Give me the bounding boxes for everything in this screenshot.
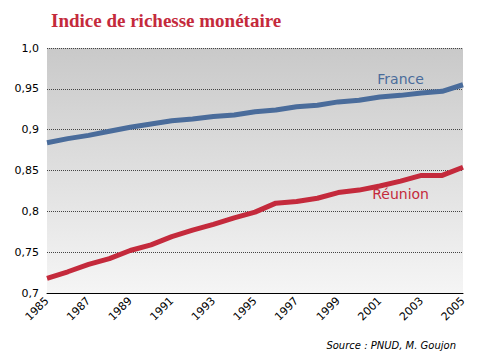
svg-text:1999: 1999 [314,294,343,323]
svg-text:1989: 1989 [106,294,135,323]
svg-text:2003: 2003 [397,294,426,323]
svg-text:Indice de richesse monétaire: Indice de richesse monétaire [51,10,281,31]
svg-text:Réunion: Réunion [372,186,429,202]
svg-text:1985: 1985 [23,294,52,323]
svg-text:0,7: 0,7 [22,287,40,300]
svg-text:1993: 1993 [189,294,218,323]
svg-text:1995: 1995 [231,294,260,323]
svg-text:0,9: 0,9 [22,123,40,136]
svg-text:0,95: 0,95 [15,82,40,95]
svg-text:1987: 1987 [64,294,93,323]
svg-text:Source : PNUD, M. Goujon: Source : PNUD, M. Goujon [326,340,456,351]
svg-text:0,8: 0,8 [22,205,40,218]
svg-text:0,85: 0,85 [15,164,40,177]
svg-text:1997: 1997 [272,294,301,323]
svg-text:2005: 2005 [439,294,468,323]
svg-text:0,75: 0,75 [15,246,40,259]
svg-text:1,0: 1,0 [22,42,40,55]
svg-text:France: France [377,71,424,87]
svg-text:1991: 1991 [147,294,176,323]
svg-text:2001: 2001 [355,294,384,323]
